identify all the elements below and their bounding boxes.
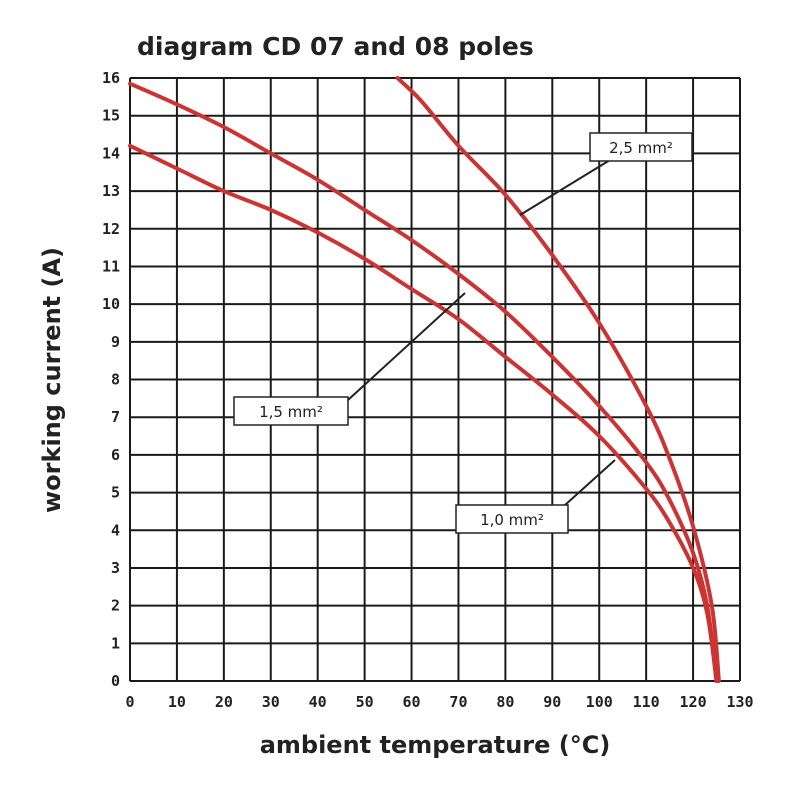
y-tick-label: 11 <box>102 257 120 275</box>
x-tick-label: 80 <box>496 693 514 711</box>
x-tick-label: 60 <box>403 693 421 711</box>
y-tick-label: 4 <box>111 521 120 539</box>
x-tick-label: 130 <box>726 693 753 711</box>
x-tick-label: 120 <box>680 693 707 711</box>
x-axis-ticks: 0 10 20 30 40 50 60 70 80 90 100 110 120 130 <box>125 693 753 711</box>
x-tick-label: 50 <box>356 693 374 711</box>
x-tick-label: 90 <box>543 693 561 711</box>
y-tick-label: 15 <box>102 107 120 125</box>
callout-leader-line <box>564 459 616 506</box>
y-tick-label: 10 <box>102 295 120 313</box>
callout-leader-line <box>519 159 611 216</box>
y-tick-label: 16 <box>102 69 120 87</box>
y-tick-label: 5 <box>111 484 120 502</box>
y-tick-label: 9 <box>111 333 120 351</box>
callout-box <box>589 132 693 162</box>
y-axis-label: working current (A) <box>38 247 66 513</box>
callout-label: 1,0 mm² <box>480 511 544 529</box>
x-tick-label: 40 <box>309 693 327 711</box>
x-tick-label: 30 <box>262 693 280 711</box>
y-tick-label: 8 <box>111 371 120 389</box>
series-layer <box>128 76 721 683</box>
callout-leader-line <box>347 292 466 401</box>
chart-title: diagram CD 07 and 08 poles <box>137 32 534 61</box>
series-line-2 <box>128 81 719 683</box>
x-tick-label: 0 <box>125 693 134 711</box>
x-tick-label: 10 <box>168 693 186 711</box>
callout-2: 1,5 mm² <box>233 292 466 426</box>
y-tick-label: 1 <box>111 634 120 652</box>
y-tick-label: 14 <box>102 144 120 162</box>
x-tick-label: 70 <box>449 693 467 711</box>
callout-box <box>455 504 569 534</box>
callout-layer: 2,5 mm² 1,5 mm² 1,0 mm² <box>233 132 693 534</box>
y-tick-label: 2 <box>111 597 120 615</box>
series-line-3 <box>395 76 721 683</box>
y-tick-label: 6 <box>111 446 120 464</box>
callout-3: 1,0 mm² <box>455 459 616 534</box>
x-axis-label: ambient temperature (°C) <box>260 731 611 759</box>
x-tick-label: 100 <box>586 693 613 711</box>
callout-label: 1,5 mm² <box>259 403 323 421</box>
callout-box <box>233 396 349 426</box>
grid <box>129 77 741 682</box>
series-line-1 <box>128 143 719 683</box>
y-tick-label: 13 <box>102 182 120 200</box>
y-tick-label: 7 <box>111 408 120 426</box>
callout-1: 2,5 mm² <box>519 132 693 216</box>
x-tick-label: 20 <box>215 693 233 711</box>
callout-label: 2,5 mm² <box>609 139 673 157</box>
y-tick-label: 0 <box>111 672 120 690</box>
y-tick-label: 12 <box>102 220 120 238</box>
y-tick-label: 3 <box>111 559 120 577</box>
x-tick-label: 110 <box>633 693 660 711</box>
